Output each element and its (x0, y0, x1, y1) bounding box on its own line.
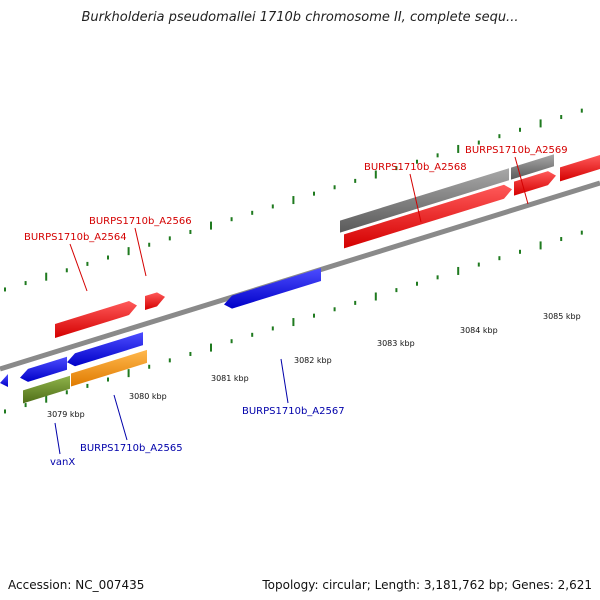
tick-dot-upper (477, 140, 480, 145)
tick-dot-lower (251, 332, 254, 337)
topology-text: Topology: circular; Length: 3,181,762 bp… (262, 578, 592, 592)
tick-label: 3082 kbp (294, 356, 332, 365)
label-leader-line (514, 156, 529, 205)
gene-arrow-a2569b[interactable] (560, 155, 600, 182)
gene-label[interactable]: BURPS1710b_A2568 (364, 162, 467, 173)
tick-dot-lower (395, 288, 398, 293)
tick-dot-lower (292, 318, 295, 327)
tick-label: 3083 kbp (377, 339, 415, 348)
gene-arrow-left-edge[interactable] (0, 374, 8, 388)
tick-dot-lower (333, 307, 336, 312)
tick-dot-lower (107, 377, 109, 382)
tick-dot-upper (24, 281, 27, 286)
tick-dot-upper (498, 134, 501, 139)
tick-dot-lower (498, 256, 501, 261)
tick-dot-upper (519, 127, 521, 132)
tick-dot-lower (148, 364, 151, 369)
gene-arrow-a2567[interactable] (224, 267, 321, 309)
label-leader-line (134, 227, 147, 277)
label-leader-line (409, 173, 422, 223)
tick-dot-lower (271, 326, 274, 331)
tick-label: 3081 kbp (211, 374, 249, 383)
gene-box-a2569[interactable] (511, 154, 554, 180)
tick-dot-lower (560, 237, 563, 242)
gene-features (0, 154, 600, 404)
tick-dot-upper (580, 108, 583, 113)
tick-dot-lower (436, 275, 439, 280)
gene-label[interactable]: vanX (50, 457, 75, 468)
tick-dot-lower (86, 383, 89, 388)
tick-dot-upper (4, 287, 6, 292)
gene-arrow-a2568[interactable] (344, 184, 512, 249)
tick-dot-lower (210, 343, 212, 352)
tick-dot-upper (45, 272, 48, 281)
tick-marks: 3079 kbp 3080 kbp 3081 kbp 3082 kbp 3083 kbp… (4, 108, 583, 419)
tick-label: 3084 kbp (460, 326, 498, 335)
tick-dot-upper (416, 159, 418, 164)
tick-dot-lower (230, 339, 233, 344)
gene-box-gray-1[interactable] (340, 168, 509, 233)
tick-dot-upper (395, 166, 398, 171)
tick-dot-upper (86, 261, 89, 266)
tick-dot-upper (189, 229, 192, 234)
gene-label[interactable]: BURPS1710b_A2567 (242, 406, 345, 417)
tick-dot-lower (416, 281, 418, 286)
tick-dot-upper (230, 217, 233, 222)
tick-label: 3080 kbp (129, 392, 167, 401)
tick-dot-upper (436, 153, 439, 158)
tick-dot-upper (333, 185, 336, 190)
tick-dot-upper (560, 115, 563, 120)
tick-dot-upper (148, 242, 151, 247)
gene-arrow-a2566[interactable] (145, 292, 165, 311)
tick-dot-lower (45, 394, 48, 403)
tick-dot-upper (251, 210, 254, 215)
tick-dot-lower (539, 241, 542, 250)
tick-dot-upper (374, 170, 377, 179)
tick-dot-lower (168, 358, 171, 363)
tick-dot-lower (4, 409, 6, 414)
accession-text: Accession: NC_007435 (8, 578, 145, 592)
tick-dot-lower (580, 230, 583, 235)
gene-box-a2565[interactable] (71, 349, 147, 387)
gene-box-vanx[interactable] (23, 375, 70, 404)
tick-dot-upper (457, 144, 460, 153)
tick-dot-lower (477, 262, 480, 267)
gene-label[interactable]: BURPS1710b_A2565 (80, 443, 183, 454)
tick-dot-upper (210, 221, 212, 230)
label-leader-line (280, 358, 289, 404)
gene-arrow-blue-2[interactable] (20, 356, 67, 382)
tick-dot-upper (292, 196, 295, 205)
tick-dot-upper (127, 247, 130, 256)
tick-dot-lower (65, 390, 68, 395)
label-leader-line (69, 243, 88, 292)
tick-dot-upper (65, 268, 68, 273)
tick-label: 3085 kbp (543, 312, 581, 321)
gene-label[interactable]: BURPS1710b_A2564 (24, 232, 127, 243)
tick-dot-lower (127, 369, 130, 378)
tick-dot-upper (271, 204, 274, 209)
gene-arrow-blue-3[interactable] (67, 332, 143, 367)
map-title: Burkholderia pseudomallei 1710b chromoso… (81, 10, 519, 25)
tick-dot-upper (354, 178, 357, 183)
gene-label[interactable]: BURPS1710b_A2566 (89, 216, 192, 227)
tick-dot-lower (374, 292, 377, 301)
tick-dot-lower (24, 403, 27, 408)
tick-dot-upper (539, 119, 542, 128)
tick-dot-upper (313, 191, 315, 196)
tick-label: 3079 kbp (47, 410, 85, 419)
feature-labels: BURPS1710b_A2564 BURPS1710b_A2566 BURPS171… (24, 145, 568, 468)
gene-label[interactable]: BURPS1710b_A2569 (465, 145, 568, 156)
tick-dot-lower (457, 266, 460, 275)
label-leader-line (113, 394, 128, 441)
tick-dot-lower (189, 351, 192, 356)
gene-arrow-a2564[interactable] (55, 301, 137, 338)
tick-dot-lower (313, 313, 315, 318)
label-leader-line (54, 422, 61, 455)
tick-dot-lower (354, 300, 357, 305)
tick-dot-upper (107, 255, 109, 260)
tick-dot-upper (168, 236, 171, 241)
tick-dot-lower (519, 249, 521, 254)
